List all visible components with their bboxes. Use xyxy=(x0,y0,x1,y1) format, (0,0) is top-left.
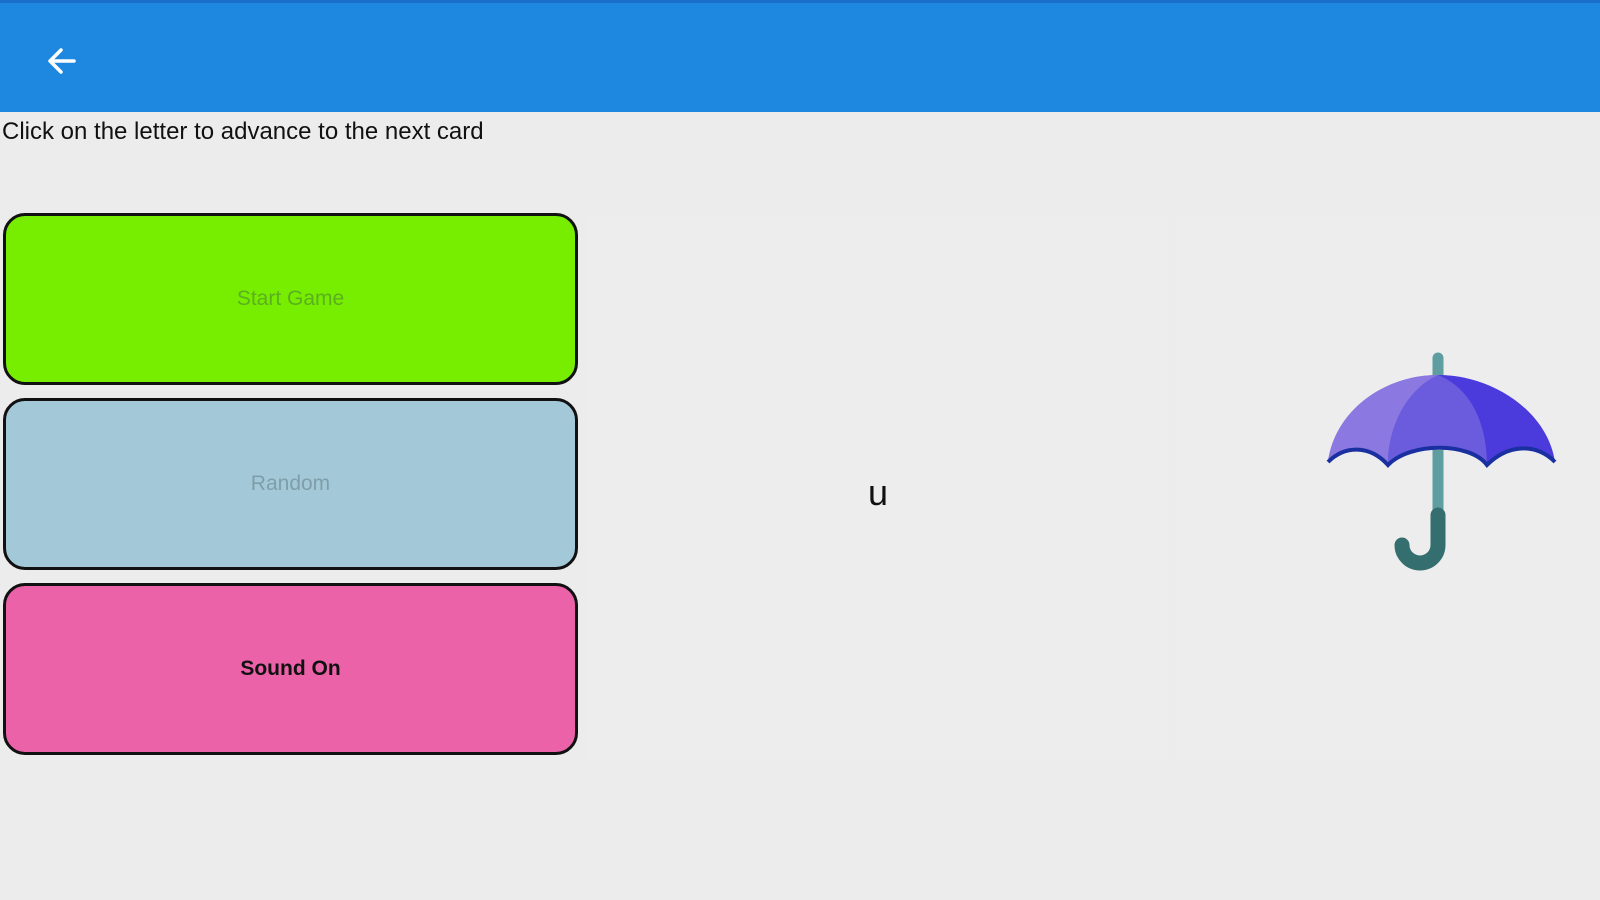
picture-card xyxy=(1175,215,1600,760)
letter-card[interactable]: u xyxy=(588,215,1168,760)
sound-toggle-button[interactable]: Sound On xyxy=(3,583,578,755)
instruction-text: Click on the letter to advance to the ne… xyxy=(2,118,484,145)
arrow-left-icon[interactable] xyxy=(42,41,82,81)
card-letter[interactable]: u xyxy=(867,471,889,513)
app-bar xyxy=(0,0,1600,112)
random-button[interactable]: Random xyxy=(3,398,578,570)
umbrella-icon xyxy=(1326,352,1557,571)
start-game-button[interactable]: Start Game xyxy=(3,213,578,385)
